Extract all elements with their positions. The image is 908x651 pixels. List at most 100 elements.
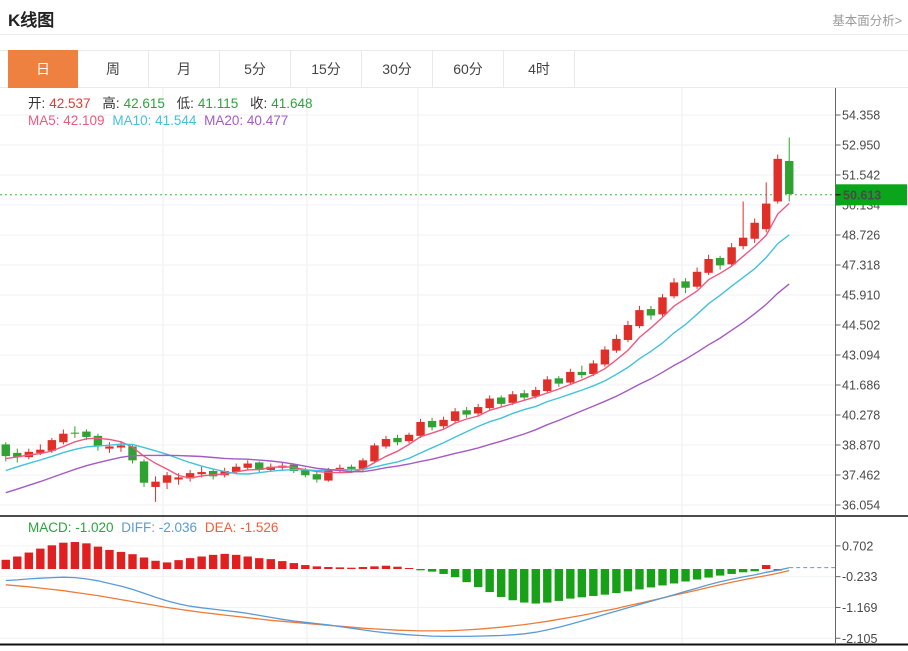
candle-body	[566, 371, 575, 383]
candle-body	[128, 446, 137, 461]
candles-layer	[1, 137, 794, 502]
ma5-line	[5, 202, 790, 479]
kline-chart[interactable]: 54.35852.95051.54250.13448.72647.31845.9…	[0, 88, 908, 646]
macd-bar	[520, 569, 529, 603]
macd-bar	[439, 569, 448, 574]
macd-bar	[197, 556, 206, 569]
macd-bar	[589, 569, 598, 596]
macd-bar	[139, 557, 149, 569]
macd-bar	[116, 551, 126, 569]
page-title: K线图	[8, 11, 55, 30]
candle-body	[761, 203, 771, 230]
macd-bar	[554, 569, 564, 601]
tab-4hour[interactable]: 4时	[504, 51, 575, 87]
candle-body	[681, 281, 690, 288]
candle-body	[727, 247, 736, 265]
macd-histogram	[1, 542, 782, 604]
axis-tick-label: 0.702	[842, 539, 873, 553]
axis-tick-label: 40.278	[842, 409, 880, 423]
candle-body	[404, 434, 414, 442]
macd-bar	[82, 543, 91, 569]
tab-30min[interactable]: 30分	[362, 51, 433, 87]
macd-bar	[427, 569, 437, 572]
macd-bar	[312, 566, 322, 569]
macd-bar	[370, 566, 379, 569]
tab-day[interactable]: 日	[8, 50, 78, 88]
tab-month[interactable]: 月	[149, 51, 220, 87]
frame	[0, 88, 908, 646]
candle-body	[669, 282, 679, 297]
macd-bar	[658, 569, 667, 586]
macd-bar	[496, 569, 506, 597]
macd-bar	[255, 558, 264, 569]
axis-tick-label: 41.686	[842, 379, 880, 393]
ma-lines	[5, 202, 790, 494]
macd-bar	[289, 563, 299, 569]
kline-chart-area: 54.358 52.950 51.542 50.134 48.726 47.318 45.9…	[0, 88, 908, 646]
candle-body	[416, 421, 425, 436]
candle-body	[220, 470, 229, 476]
candle-body	[1, 444, 10, 457]
candle-body	[208, 470, 218, 477]
macd-bar	[646, 569, 656, 588]
macd-bar	[208, 554, 218, 569]
candle-body	[370, 445, 379, 462]
macd-bar	[704, 569, 713, 578]
candle-body	[496, 397, 506, 404]
tab-15min[interactable]: 15分	[291, 51, 362, 87]
candle-body	[185, 473, 195, 479]
candle-body	[439, 419, 448, 427]
candle-body	[324, 469, 333, 481]
candle-body	[243, 463, 252, 468]
candle-body	[59, 433, 68, 443]
macd-bar	[566, 569, 575, 599]
candle-body	[485, 398, 494, 409]
candle-body	[197, 472, 206, 475]
candle-body	[520, 393, 529, 398]
candle-body	[750, 222, 759, 239]
candle-body	[543, 379, 552, 392]
axis-tick-label: 52.950	[842, 139, 880, 153]
candle-body	[427, 420, 437, 428]
macd-bar	[404, 568, 414, 569]
ma20-line	[5, 283, 790, 494]
fundamental-analysis-link[interactable]: 基本面分析>	[832, 14, 902, 28]
macd-bar	[612, 569, 621, 594]
macd-bar	[335, 567, 345, 569]
macd-bar	[473, 569, 483, 588]
candle-body	[13, 452, 22, 458]
gridlines	[0, 88, 835, 644]
candle-body	[554, 378, 564, 384]
axis-tick-label: -0.233	[842, 570, 877, 584]
axis-tick-label: -1.169	[842, 601, 877, 615]
candle-body	[82, 431, 91, 437]
macd-bar	[669, 569, 679, 584]
axis-tick-label: 51.542	[842, 169, 880, 183]
candle-body	[347, 466, 356, 469]
tab-week[interactable]: 周	[78, 51, 149, 87]
price-axis: 54.35852.95051.54250.13448.72647.31845.9…	[835, 109, 880, 646]
macd-bar	[231, 554, 241, 569]
candle-body	[450, 411, 460, 421]
tab-60min[interactable]: 60分	[433, 51, 504, 87]
axis-tick-label: 43.094	[842, 349, 880, 363]
macd-bar	[151, 560, 160, 569]
candle-body	[70, 432, 80, 434]
axis-tick-label: 36.054	[842, 499, 880, 513]
candle-body	[381, 439, 391, 447]
macd-bar	[105, 549, 114, 569]
candle-body	[358, 460, 368, 469]
macd-bar	[750, 569, 759, 572]
macd-bar	[266, 559, 275, 569]
tab-5min[interactable]: 5分	[220, 51, 291, 87]
macd-bar	[381, 565, 391, 569]
macd-bar	[128, 554, 137, 569]
macd-bar	[681, 569, 690, 582]
macd-bar	[600, 569, 610, 595]
macd-bar	[278, 561, 287, 569]
macd-bar	[715, 569, 725, 576]
candle-body	[462, 410, 471, 415]
macd-bar	[727, 569, 736, 574]
candle-body	[715, 257, 725, 266]
candle-body	[36, 449, 45, 453]
